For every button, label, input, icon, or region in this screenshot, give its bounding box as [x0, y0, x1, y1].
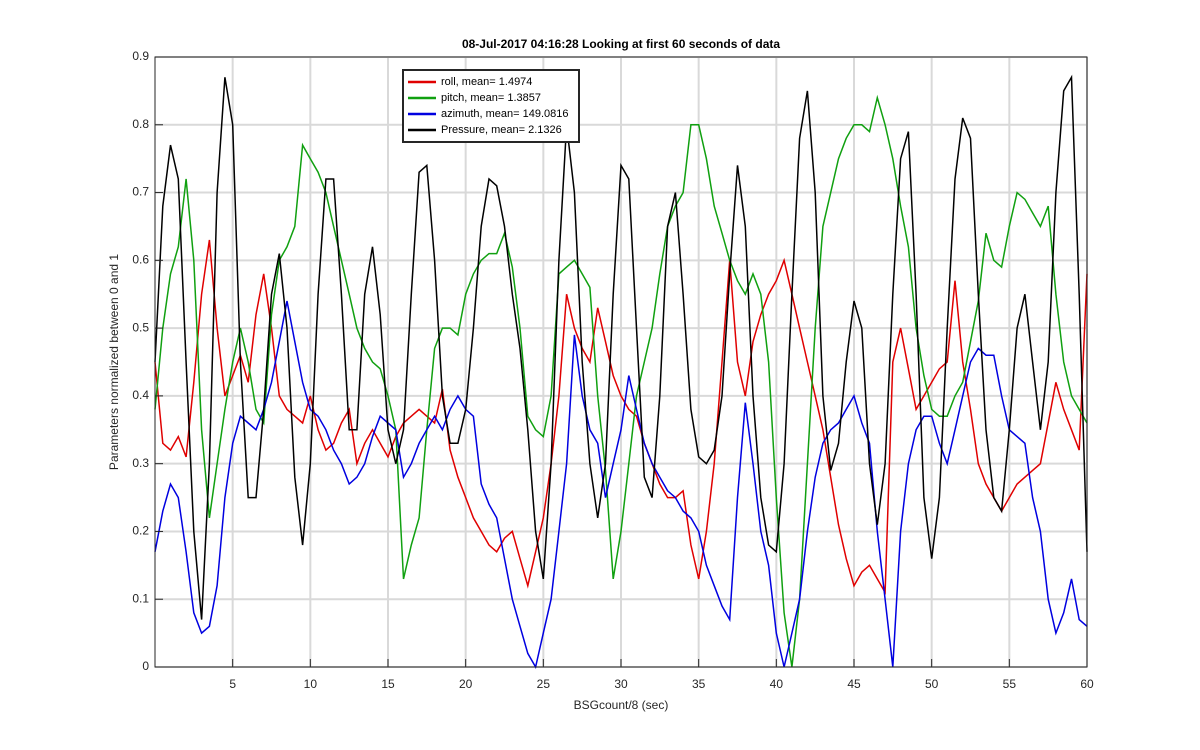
x-tick-label: 55	[1003, 677, 1017, 691]
legend-label: pitch, mean= 1.3857	[441, 92, 541, 104]
x-tick-label: 5	[229, 677, 236, 691]
series-line	[154, 300, 1088, 670]
legend-label: azimuth, mean= 149.0816	[441, 108, 569, 120]
y-tick-label: 0.4	[132, 388, 149, 402]
y-axis-label: Parameters normalized between 0 and 1	[107, 254, 121, 470]
x-tick-label: 45	[847, 677, 861, 691]
y-tick-label: 0.1	[132, 591, 149, 605]
series-line	[154, 239, 1088, 596]
legend: roll, mean= 1.4974 pitch, mean= 1.3857 azi…	[402, 69, 580, 143]
chart-title: 08-Jul-2017 04:16:28 Looking at first 60…	[462, 37, 780, 51]
legend-label: Pressure, mean= 2.1326	[441, 124, 562, 136]
y-tick-label: 0.8	[132, 117, 149, 131]
series-line	[154, 94, 1088, 668]
x-tick-label: 20	[459, 677, 473, 691]
lines	[154, 74, 1088, 670]
x-tick-label: 50	[925, 677, 939, 691]
legend-label: roll, mean= 1.4974	[441, 76, 532, 88]
y-tick-label: 0.9	[132, 49, 149, 63]
y-tick-label: 0.2	[132, 524, 149, 538]
x-tick-label: 15	[381, 677, 395, 691]
x-tick-label: 30	[614, 677, 628, 691]
x-tick-label: 40	[770, 677, 784, 691]
x-tick-label: 60	[1080, 677, 1094, 691]
x-tick-label: 35	[692, 677, 706, 691]
x-tick-label: 10	[304, 677, 318, 691]
ticks: 0 0.1 0.2 0.3 0.4 0.5 0.6 0.7 0.8 0.9 5 10 15 20 25 30 3…	[132, 49, 1094, 691]
y-tick-label: 0.6	[132, 253, 149, 267]
y-tick-label: 0	[142, 659, 149, 673]
y-tick-label: 0.7	[132, 185, 149, 199]
y-tick-label: 0.5	[132, 320, 149, 334]
series-line	[154, 74, 1088, 620]
x-axis-label: BSGcount/8 (sec)	[574, 698, 669, 712]
x-tick-label: 25	[537, 677, 551, 691]
y-tick-label: 0.3	[132, 456, 149, 470]
